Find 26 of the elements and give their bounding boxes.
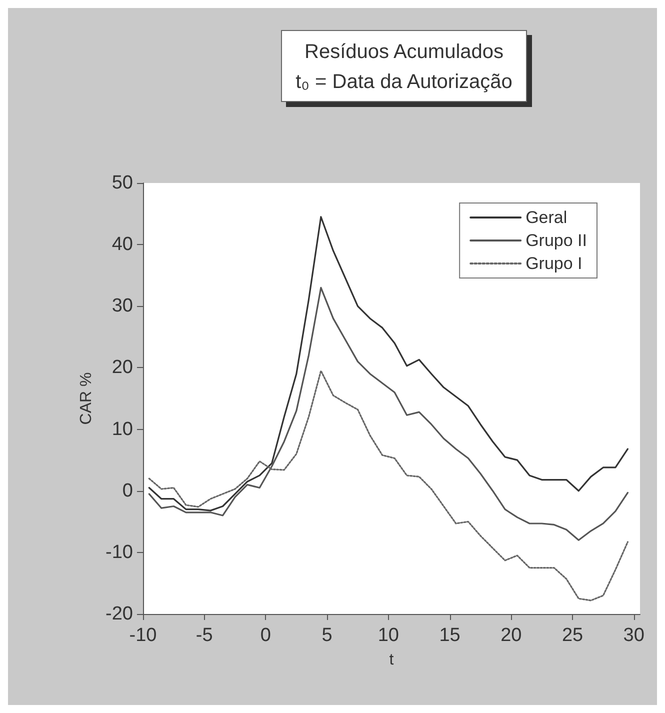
legend-label: Geral bbox=[526, 208, 568, 227]
y-tick-label: 40 bbox=[112, 234, 133, 256]
x-tick-label: 20 bbox=[500, 625, 522, 646]
x-tick-label: 10 bbox=[378, 625, 399, 646]
x-tick-label: 15 bbox=[439, 625, 460, 646]
y-tick-label: 20 bbox=[112, 357, 133, 378]
line-series bbox=[148, 286, 629, 541]
y-tick-label: -20 bbox=[106, 604, 133, 624]
x-tick-label: 5 bbox=[322, 625, 332, 646]
y-tick-label: -10 bbox=[106, 542, 133, 563]
y-tick-label: 10 bbox=[112, 418, 133, 440]
y-tick-label: 50 bbox=[112, 172, 133, 194]
y-tick-label: 30 bbox=[112, 296, 133, 317]
x-axis-title: t bbox=[389, 652, 394, 668]
chart-title: Resíduos Acumulados bbox=[304, 41, 504, 63]
y-axis-title: CAR % bbox=[78, 372, 96, 425]
chart-subtitle: t₀ = Data da Autorização bbox=[296, 71, 512, 93]
x-tick-label: 30 bbox=[623, 625, 644, 646]
x-tick-label: 25 bbox=[562, 625, 584, 646]
x-tick-label: 0 bbox=[260, 625, 272, 646]
legend-label: Grupo I bbox=[526, 254, 582, 273]
x-tick-label: -5 bbox=[196, 625, 213, 646]
x-tick-label: -10 bbox=[129, 625, 157, 646]
legend-label: Grupo II bbox=[526, 231, 588, 250]
y-tick-label: 0 bbox=[122, 480, 133, 502]
line-series bbox=[148, 370, 629, 602]
